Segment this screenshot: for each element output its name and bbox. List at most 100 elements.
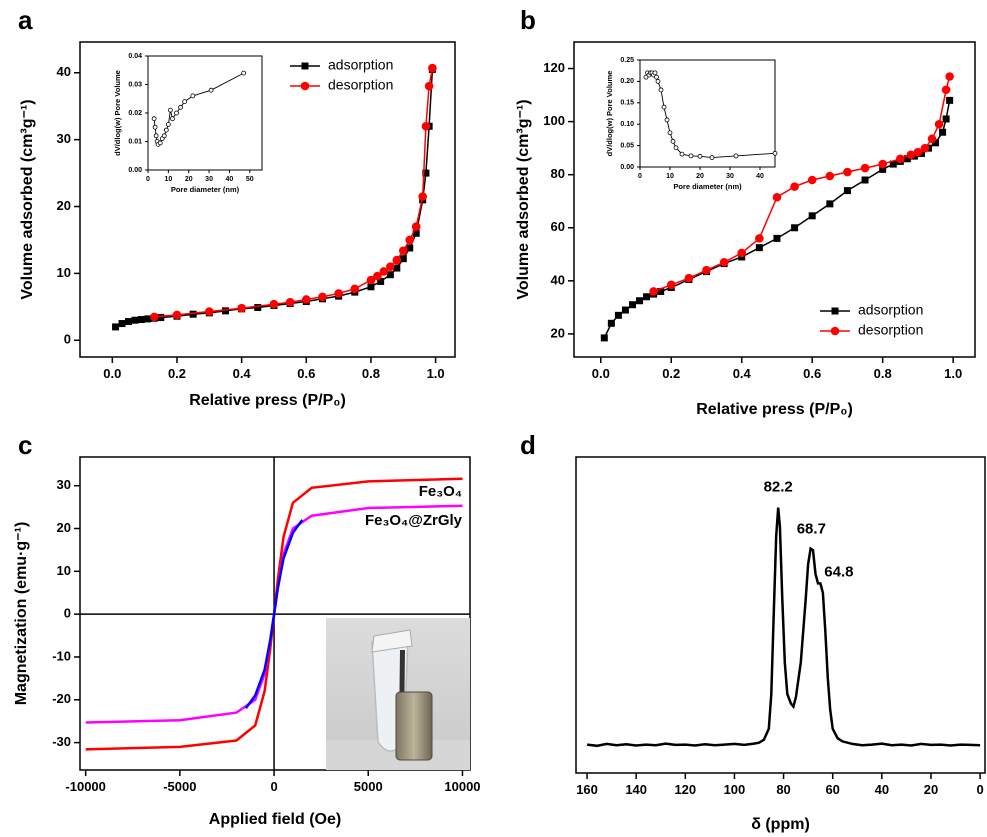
x-tick-label: 0.2 — [168, 366, 186, 381]
data-point — [843, 187, 851, 195]
panel-label: a — [18, 5, 33, 35]
x-tick-label: 80 — [776, 782, 790, 797]
data-point — [178, 104, 183, 110]
data-point — [755, 244, 763, 252]
data-point — [737, 248, 747, 258]
data-point — [392, 255, 402, 265]
data-point — [932, 139, 940, 147]
x-tick-label: 20 — [185, 176, 193, 183]
x-tick-label: 120 — [674, 782, 696, 797]
data-point — [405, 235, 415, 245]
x-tick-label: 140 — [625, 782, 647, 797]
data-point — [808, 212, 816, 220]
data-point — [621, 306, 629, 314]
data-point — [161, 133, 167, 139]
x-tick-label: 10 — [164, 176, 172, 183]
data-point — [658, 87, 664, 93]
plot-frame — [575, 456, 986, 774]
x-tick-label: 0.2 — [662, 366, 680, 381]
data-point — [153, 133, 159, 139]
x-tick-label: 40 — [875, 782, 889, 797]
data-point — [189, 310, 197, 318]
x-tick-label: 1.0 — [944, 366, 962, 381]
legend-label: adsorption — [328, 57, 393, 73]
x-tick-label: 5000 — [354, 779, 383, 794]
legend-label: adsorption — [858, 302, 923, 318]
y-axis-label: Volume adsorbed (cm³g⁻¹) — [19, 99, 36, 299]
legend-label: desorption — [328, 77, 393, 93]
data-point — [670, 138, 676, 144]
data-point — [920, 143, 930, 153]
x-tick-label: 0.6 — [803, 366, 821, 381]
peak-label: 82.2 — [764, 479, 793, 496]
data-point — [386, 271, 394, 279]
data-point — [163, 127, 169, 133]
data-point — [269, 299, 279, 309]
photo-magnet — [395, 691, 433, 761]
y-tick-label: 0.05 — [620, 142, 634, 149]
y-tick-label: 80 — [551, 166, 565, 181]
y-tick-label: 0.01 — [128, 138, 142, 145]
x-tick-label: 0.6 — [297, 366, 315, 381]
data-point — [350, 284, 360, 294]
data-point — [889, 160, 897, 168]
y-tick-label: 0.00 — [128, 167, 142, 174]
data-point — [679, 151, 685, 157]
x-tick-label: 0.0 — [103, 366, 121, 381]
x-tick-label: 0.8 — [362, 366, 380, 381]
data-point — [755, 234, 764, 243]
y-tick-label: 0.00 — [620, 164, 634, 171]
x-tick-label: 40 — [756, 173, 764, 180]
data-point — [702, 265, 711, 275]
data-point — [643, 293, 651, 301]
x-tick-label: 0 — [638, 173, 642, 180]
x-tick-label: 100 — [724, 782, 746, 797]
y-tick-label: 10 — [57, 265, 71, 280]
data-point — [124, 318, 132, 326]
x-axis-label: δ (ppm) — [751, 816, 810, 833]
y-tick-label: 20 — [57, 520, 71, 535]
plot-frame — [79, 41, 456, 358]
y-axis-label: Magnetization (emu·g⁻¹) — [13, 522, 30, 706]
data-point — [237, 303, 246, 313]
x-tick-label: 10 — [666, 173, 674, 180]
series-line — [244, 519, 304, 710]
data-point — [649, 287, 658, 296]
data-point — [334, 289, 343, 298]
data-point — [942, 115, 950, 123]
data-point — [684, 273, 694, 283]
y-tick-label: 0.10 — [620, 121, 634, 128]
x-axis-label: Applied field (Oe) — [209, 811, 341, 828]
data-point — [666, 280, 676, 290]
photo-inset — [326, 618, 470, 770]
data-point — [190, 93, 196, 99]
data-point — [418, 192, 427, 201]
data-point — [398, 246, 408, 255]
x-tick-label: 0 — [146, 176, 150, 183]
series-label: Fe₃O₄ — [419, 483, 462, 500]
x-tick-label: 30 — [726, 173, 734, 180]
x-tick-label: -5000 — [163, 779, 196, 794]
data-point — [652, 70, 658, 76]
y-tick-label: 30 — [57, 131, 71, 146]
data-point — [301, 295, 311, 304]
data-point — [393, 264, 401, 272]
data-point — [790, 182, 799, 191]
data-point — [165, 122, 171, 127]
x-tick-label: 50 — [246, 176, 254, 183]
data-point — [860, 163, 870, 173]
y-tick-label: 0.04 — [128, 53, 142, 60]
y-tick-label: 0.25 — [620, 57, 634, 64]
data-point — [657, 287, 665, 295]
data-point — [614, 311, 622, 319]
data-point — [945, 72, 954, 81]
x-axis-label: Pore diameter (nm) — [673, 182, 742, 191]
data-point — [664, 117, 670, 123]
data-point — [826, 200, 834, 208]
data-point — [424, 81, 434, 91]
x-axis-label: Relative press (P/P₀) — [189, 392, 346, 409]
y-tick-label: -30 — [52, 734, 71, 749]
data-point — [946, 96, 954, 104]
x-tick-label: 0 — [270, 779, 277, 794]
x-tick-label: 0 — [976, 782, 983, 797]
